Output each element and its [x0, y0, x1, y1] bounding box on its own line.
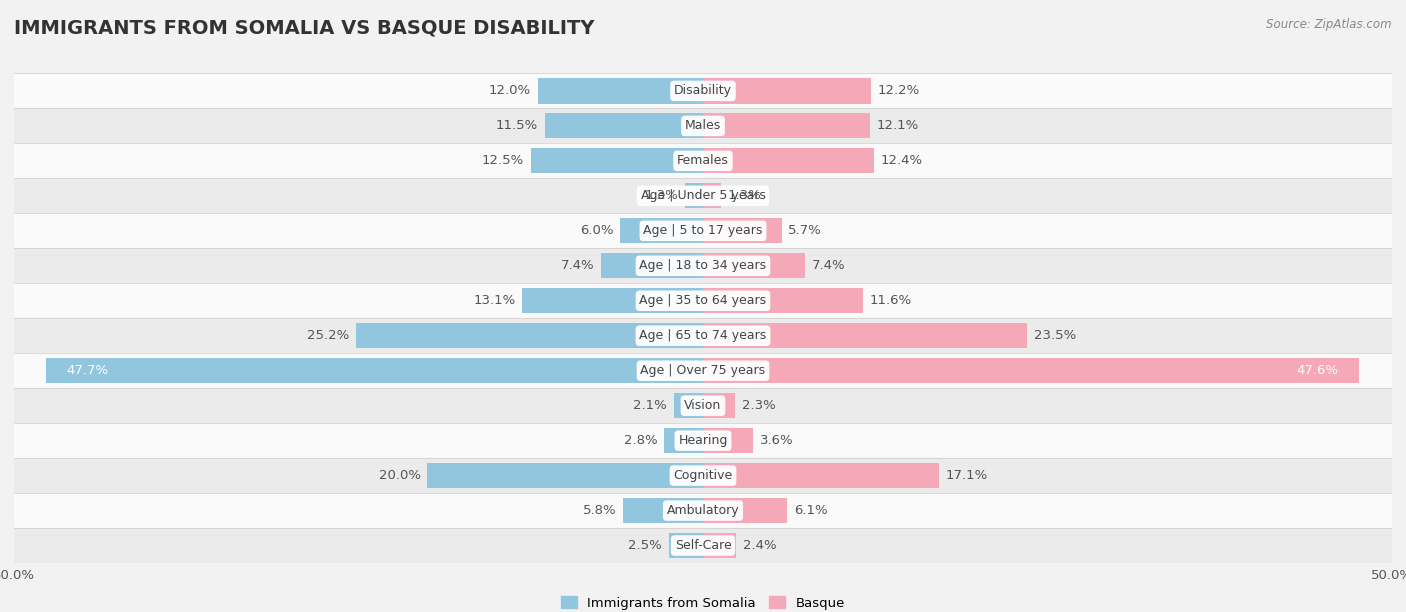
Text: 1.3%: 1.3% [644, 189, 678, 203]
Bar [14, 178, 1392, 214]
Text: 17.1%: 17.1% [945, 469, 988, 482]
Bar [703, 288, 863, 313]
Bar [14, 353, 1392, 388]
Text: 13.1%: 13.1% [474, 294, 516, 307]
Text: Age | 5 to 17 years: Age | 5 to 17 years [644, 225, 762, 237]
Text: 6.0%: 6.0% [579, 225, 613, 237]
Text: Age | 35 to 64 years: Age | 35 to 64 years [640, 294, 766, 307]
Bar [703, 393, 735, 418]
Bar [703, 323, 1026, 348]
Text: Females: Females [678, 154, 728, 167]
Text: Ambulatory: Ambulatory [666, 504, 740, 517]
Text: Source: ZipAtlas.com: Source: ZipAtlas.com [1267, 18, 1392, 31]
Text: Age | Under 5 years: Age | Under 5 years [641, 189, 765, 203]
Text: Self-Care: Self-Care [675, 539, 731, 552]
Bar [685, 183, 703, 209]
Text: 12.4%: 12.4% [880, 154, 922, 167]
Bar [703, 253, 806, 278]
Bar [703, 358, 1358, 383]
Text: 7.4%: 7.4% [811, 259, 845, 272]
Text: Hearing: Hearing [678, 434, 728, 447]
Bar [531, 148, 703, 173]
Bar [14, 318, 1392, 353]
Text: 47.7%: 47.7% [66, 364, 108, 377]
Text: 3.6%: 3.6% [759, 434, 793, 447]
Bar [665, 428, 703, 453]
Text: Vision: Vision [685, 399, 721, 412]
Text: 2.4%: 2.4% [742, 539, 776, 552]
Text: Cognitive: Cognitive [673, 469, 733, 482]
Bar [427, 463, 703, 488]
Text: 11.6%: 11.6% [870, 294, 912, 307]
Text: 7.4%: 7.4% [561, 259, 595, 272]
Text: 11.5%: 11.5% [495, 119, 537, 132]
Bar [620, 218, 703, 244]
Bar [523, 288, 703, 313]
Bar [14, 143, 1392, 178]
Text: IMMIGRANTS FROM SOMALIA VS BASQUE DISABILITY: IMMIGRANTS FROM SOMALIA VS BASQUE DISABI… [14, 18, 595, 37]
Text: 2.5%: 2.5% [628, 539, 662, 552]
Bar [46, 358, 703, 383]
Bar [14, 423, 1392, 458]
Text: 47.6%: 47.6% [1296, 364, 1339, 377]
Bar [623, 498, 703, 523]
Bar [14, 528, 1392, 563]
Bar [703, 428, 752, 453]
Text: 2.1%: 2.1% [634, 399, 668, 412]
Bar [14, 214, 1392, 248]
Text: Males: Males [685, 119, 721, 132]
Bar [14, 493, 1392, 528]
Bar [14, 388, 1392, 423]
Bar [669, 533, 703, 558]
Bar [673, 393, 703, 418]
Bar [703, 498, 787, 523]
Bar [703, 533, 737, 558]
Text: Age | 65 to 74 years: Age | 65 to 74 years [640, 329, 766, 342]
Text: 5.8%: 5.8% [582, 504, 616, 517]
Bar [600, 253, 703, 278]
Text: 20.0%: 20.0% [378, 469, 420, 482]
Bar [544, 113, 703, 138]
Text: 12.2%: 12.2% [877, 84, 921, 97]
Bar [14, 73, 1392, 108]
Bar [14, 248, 1392, 283]
Text: 12.0%: 12.0% [489, 84, 531, 97]
Bar [703, 113, 870, 138]
Bar [14, 458, 1392, 493]
Bar [703, 463, 939, 488]
Text: Age | Over 75 years: Age | Over 75 years [641, 364, 765, 377]
Legend: Immigrants from Somalia, Basque: Immigrants from Somalia, Basque [555, 591, 851, 612]
Text: 2.8%: 2.8% [624, 434, 658, 447]
Bar [356, 323, 703, 348]
Text: 12.5%: 12.5% [482, 154, 524, 167]
Text: 2.3%: 2.3% [741, 399, 775, 412]
Bar [14, 283, 1392, 318]
Text: 1.3%: 1.3% [728, 189, 762, 203]
Bar [14, 108, 1392, 143]
Bar [703, 78, 872, 103]
Text: Disability: Disability [673, 84, 733, 97]
Text: 5.7%: 5.7% [789, 225, 823, 237]
Text: 25.2%: 25.2% [307, 329, 349, 342]
Bar [703, 183, 721, 209]
Bar [703, 218, 782, 244]
Text: 6.1%: 6.1% [794, 504, 828, 517]
Text: 23.5%: 23.5% [1033, 329, 1076, 342]
Text: 12.1%: 12.1% [876, 119, 920, 132]
Bar [537, 78, 703, 103]
Text: Age | 18 to 34 years: Age | 18 to 34 years [640, 259, 766, 272]
Bar [703, 148, 875, 173]
